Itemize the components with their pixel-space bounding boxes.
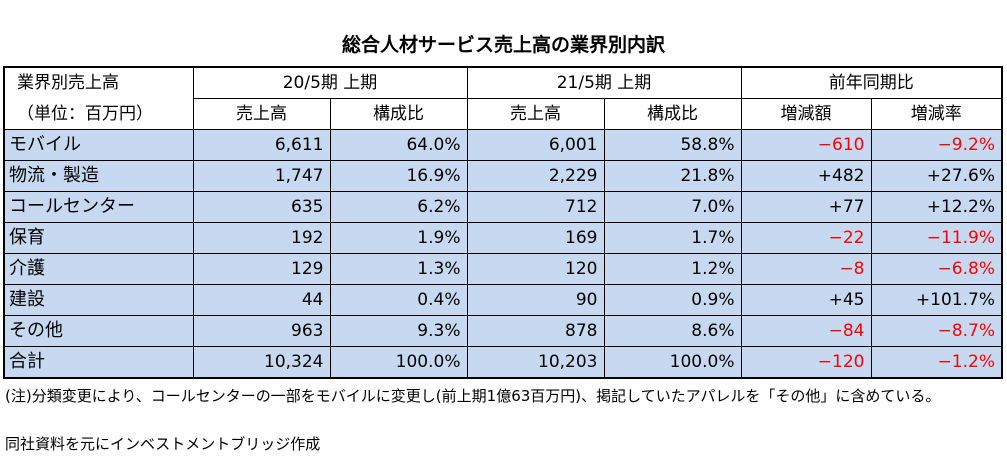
- diff-cell: −84: [740, 315, 872, 347]
- ratio-20-cell: 6.2%: [329, 191, 468, 223]
- sales-20-cell: 192: [192, 222, 331, 254]
- ratio-21-cell: 58.8%: [603, 129, 742, 161]
- header-label-line2: （単位：百万円）: [3, 98, 194, 130]
- diff-cell: −22: [740, 222, 872, 254]
- rate-cell: −8.7%: [870, 315, 1003, 347]
- sales-20-cell: 635: [192, 191, 331, 223]
- category-cell: 建設: [3, 284, 194, 316]
- category-cell: モバイル: [3, 129, 194, 161]
- header-sales-1: 売上高: [192, 98, 331, 130]
- ratio-21-cell: 21.8%: [603, 160, 742, 192]
- header-row-columns: （単位：百万円） 売上高 構成比 売上高 構成比 増減額 増減率: [3, 98, 1003, 130]
- sales-20-cell: 963: [192, 315, 331, 347]
- ratio-20-cell: 9.3%: [329, 315, 468, 347]
- sales-breakdown-table: 業界別売上高 20/5期 上期 21/5期 上期 前年同期比 （単位：百万円） …: [3, 66, 1003, 379]
- header-rate: 増減率: [870, 98, 1003, 130]
- diff-cell: +45: [740, 284, 872, 316]
- header-ratio-1: 構成比: [329, 98, 468, 130]
- table-row: その他 963 9.3% 878 8.6% −84 −8.7%: [3, 315, 1003, 347]
- diff-cell: −8: [740, 253, 872, 285]
- sales-20-cell: 1,747: [192, 160, 331, 192]
- category-cell: 物流・製造: [3, 160, 194, 192]
- ratio-21-cell: 100.0%: [603, 346, 742, 379]
- rate-cell: +12.2%: [870, 191, 1003, 223]
- header-sales-2: 売上高: [466, 98, 605, 130]
- header-period2: 21/5期 上期: [466, 66, 742, 99]
- rate-cell: −9.2%: [870, 129, 1003, 161]
- table-row: コールセンター 635 6.2% 712 7.0% +77 +12.2%: [3, 191, 1003, 223]
- table-title: 総合人材サービス売上高の業界別内訳: [341, 34, 665, 56]
- sales-20-cell: 6,611: [192, 129, 331, 161]
- sales-20-cell: 44: [192, 284, 331, 316]
- header-diff: 増減額: [740, 98, 872, 130]
- footnote-source: 同社資料を元にインベストメントブリッジ作成: [5, 435, 321, 453]
- ratio-20-cell: 64.0%: [329, 129, 468, 161]
- header-period1: 20/5期 上期: [192, 66, 468, 99]
- ratio-20-cell: 100.0%: [329, 346, 468, 379]
- table-row: 介護 129 1.3% 120 1.2% −8 −6.8%: [3, 253, 1003, 285]
- category-cell: 合計: [3, 346, 194, 379]
- ratio-20-cell: 16.9%: [329, 160, 468, 192]
- table-row: 物流・製造 1,747 16.9% 2,229 21.8% +482 +27.6%: [3, 160, 1003, 192]
- rate-cell: +101.7%: [870, 284, 1003, 316]
- sales-21-cell: 120: [466, 253, 605, 285]
- ratio-21-cell: 0.9%: [603, 284, 742, 316]
- header-ratio-2: 構成比: [603, 98, 742, 130]
- sales-21-cell: 169: [466, 222, 605, 254]
- ratio-21-cell: 7.0%: [603, 191, 742, 223]
- ratio-20-cell: 1.9%: [329, 222, 468, 254]
- sales-21-cell: 10,203: [466, 346, 605, 379]
- table-body: モバイル 6,611 64.0% 6,001 58.8% −610 −9.2% 物流・製造 1,…: [3, 129, 1003, 379]
- diff-cell: +77: [740, 191, 872, 223]
- header-comparison: 前年同期比: [740, 66, 1003, 99]
- ratio-20-cell: 1.3%: [329, 253, 468, 285]
- header-row-groups: 業界別売上高 20/5期 上期 21/5期 上期 前年同期比: [3, 66, 1003, 99]
- header-label-line1: 業界別売上高: [3, 66, 194, 99]
- rate-cell: +27.6%: [870, 160, 1003, 192]
- category-cell: 保育: [3, 222, 194, 254]
- sales-21-cell: 6,001: [466, 129, 605, 161]
- category-cell: その他: [3, 315, 194, 347]
- sales-21-cell: 90: [466, 284, 605, 316]
- table-row: モバイル 6,611 64.0% 6,001 58.8% −610 −9.2%: [3, 129, 1003, 161]
- footnote-classification: (注)分類変更により、コールセンターの一部をモバイルに変更し(前上期1億63百万…: [5, 387, 941, 405]
- table-row: 建設 44 0.4% 90 0.9% +45 +101.7%: [3, 284, 1003, 316]
- rate-cell: −1.2%: [870, 346, 1003, 379]
- table-row: 保育 192 1.9% 169 1.7% −22 −11.9%: [3, 222, 1003, 254]
- diff-cell: −610: [740, 129, 872, 161]
- table-row: 合計 10,324 100.0% 10,203 100.0% −120 −1.2%: [3, 346, 1003, 379]
- ratio-21-cell: 1.7%: [603, 222, 742, 254]
- rate-cell: −11.9%: [870, 222, 1003, 254]
- sales-20-cell: 129: [192, 253, 331, 285]
- category-cell: コールセンター: [3, 191, 194, 223]
- sales-20-cell: 10,324: [192, 346, 331, 379]
- category-cell: 介護: [3, 253, 194, 285]
- rate-cell: −6.8%: [870, 253, 1003, 285]
- ratio-21-cell: 1.2%: [603, 253, 742, 285]
- diff-cell: +482: [740, 160, 872, 192]
- ratio-21-cell: 8.6%: [603, 315, 742, 347]
- sales-21-cell: 712: [466, 191, 605, 223]
- sales-21-cell: 2,229: [466, 160, 605, 192]
- ratio-20-cell: 0.4%: [329, 284, 468, 316]
- sales-21-cell: 878: [466, 315, 605, 347]
- diff-cell: −120: [740, 346, 872, 379]
